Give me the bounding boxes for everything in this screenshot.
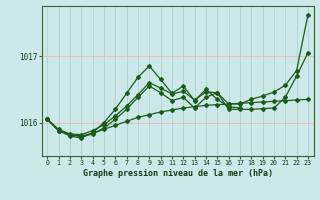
X-axis label: Graphe pression niveau de la mer (hPa): Graphe pression niveau de la mer (hPa): [83, 169, 273, 178]
